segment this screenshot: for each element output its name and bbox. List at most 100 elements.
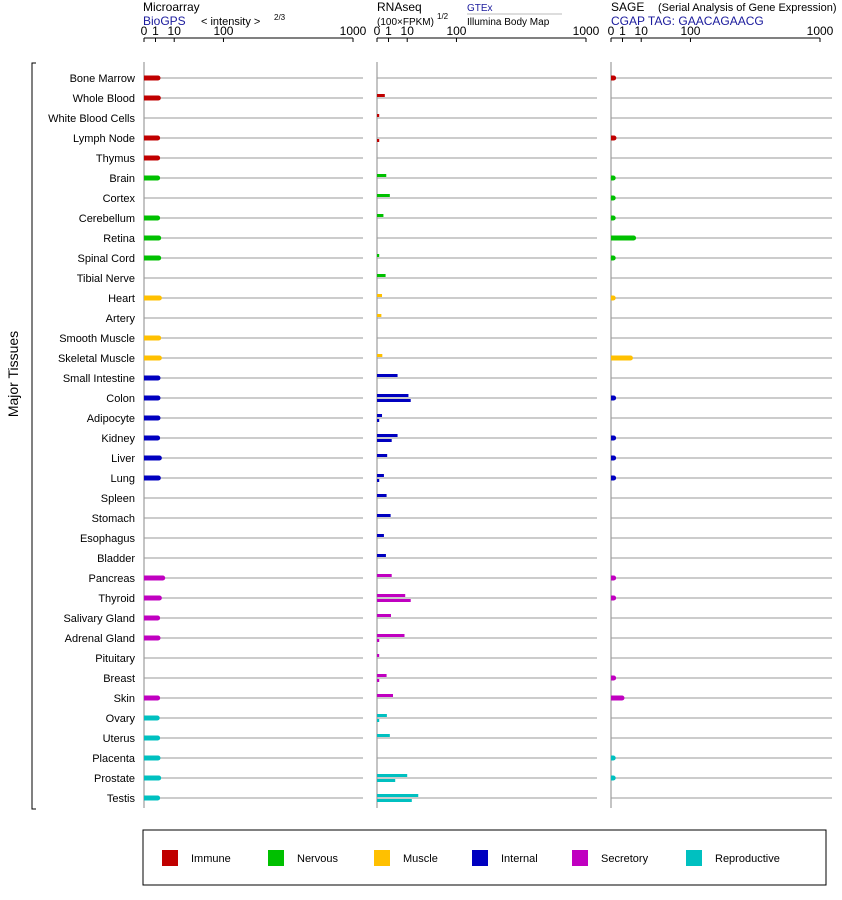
gtex-bar [377,714,387,717]
sage-bar-cap [631,235,637,241]
illumina-bar [377,679,380,682]
microarray-bar-cap [155,215,161,221]
microarray-bar [144,715,158,721]
microarray-bar [144,235,159,241]
gtex-bar [377,674,387,677]
microarray-bar [144,255,159,261]
sage-bar-cap [610,775,616,781]
tissue-label: Retina [103,233,136,245]
gtex-bar [377,414,383,417]
tissue-label: Brain [109,173,135,185]
microarray-bar-cap [155,695,161,701]
sage-bar-cap [611,575,617,581]
gtex-bar [377,474,384,477]
rnaseq-tick-label: 1000 [573,24,600,38]
microarray-bar-cap [156,295,162,301]
legend-swatch-immune [162,850,178,866]
gtex-bar [377,354,383,357]
sage-tick-label: 1000 [807,24,834,38]
sage-bar-cap [610,215,616,221]
tissue-label: Skin [114,693,135,705]
major-tissues-bracket: Major Tissues [5,62,36,810]
gtex-bar [377,254,380,257]
rnaseq-tick-label: 0 [374,24,381,38]
tissue-label: Whole Blood [73,93,135,105]
legend-swatch-secretory [572,850,588,866]
sage-bar-cap [610,295,616,301]
tissue-label: Pituitary [95,653,135,665]
tissue-label: Liver [111,453,135,465]
gtex-bar [377,614,391,617]
tissue-label: Heart [108,293,135,305]
tissue-rows: Bone Marrow Whole Blood White Blood Cells L… [48,73,832,805]
microarray-bar [144,455,160,461]
gtex-bar [377,514,391,517]
illumina-bar [377,599,411,602]
sage-bar [611,695,622,701]
microarray-bar [144,395,158,401]
sage-bar-cap [611,395,617,401]
rnaseq-scale-exponent: 1/2 [437,12,449,21]
microarray-bar [144,375,158,381]
tissue-label: Placenta [92,753,136,765]
tissue-label: Thyroid [98,593,135,605]
microarray-bar [144,635,158,641]
sage-bar-cap [611,595,617,601]
sage-bar-cap [611,475,617,481]
gtex-bar [377,114,380,117]
microarray-tick-label: 0 [141,24,148,38]
tissue-label: Prostate [94,773,135,785]
microarray-bar-cap [155,395,161,401]
microarray-bar [144,295,160,301]
microarray-bar-cap [160,575,166,581]
microarray-bar [144,75,158,81]
tissue-label: Salivary Gland [63,613,135,625]
tissue-label: Bladder [97,553,135,565]
microarray-bar [144,615,158,621]
microarray-bar-cap [155,155,161,161]
microarray-bar [144,595,160,601]
rnaseq-tick-label: 10 [401,24,415,38]
tissue-label: Pancreas [89,573,136,585]
tissue-label: Bone Marrow [70,73,135,85]
legend-label-nervous: Nervous [297,853,338,865]
gtex-bar [377,454,388,457]
tissue-label: Breast [103,673,135,685]
microarray-bar [144,735,158,741]
microarray-bar [144,175,158,181]
tissue-label: Smooth Muscle [59,333,135,345]
tissue-label: Ovary [106,713,136,725]
gtex-bar [377,534,384,537]
microarray-bar [144,475,159,481]
tissue-label: White Blood Cells [48,113,135,125]
tissue-label: Lung [111,473,135,485]
illumina-label: Illumina Body Map [467,17,550,28]
microarray-header: Microarray BioGPS < intensity > 2/3 [143,0,286,28]
sage-tick-label: 10 [635,24,649,38]
sage-header: SAGE (Serial Analysis of Gene Expression… [611,0,837,28]
microarray-bar [144,575,163,581]
microarray-title: Microarray [143,0,200,14]
sage-bar-cap [610,255,616,261]
tissue-label: Tibial Nerve [77,273,135,285]
illumina-bar [377,139,380,142]
gtex-bar [377,794,419,797]
microarray-bar-cap [155,795,161,801]
microarray-bar-cap [155,735,161,741]
illumina-bar [377,719,380,722]
gtex-bar [377,374,398,377]
illumina-bar [377,799,412,802]
microarray-bar-cap [156,775,162,781]
tissue-label: Esophagus [80,533,136,545]
sage-subtitle: (Serial Analysis of Gene Expression) [658,2,837,14]
illumina-bar [377,439,392,442]
microarray-scale-exponent: 2/3 [274,13,286,22]
legend-swatch-reproductive [686,850,702,866]
gtex-bar [377,654,380,657]
microarray-bar-cap [156,235,162,241]
sage-tick-label: 1 [619,24,626,38]
sage-bar-cap [611,435,617,441]
expression-bars [144,75,637,802]
gtex-bar [377,274,386,277]
microarray-bar-cap [156,255,162,261]
